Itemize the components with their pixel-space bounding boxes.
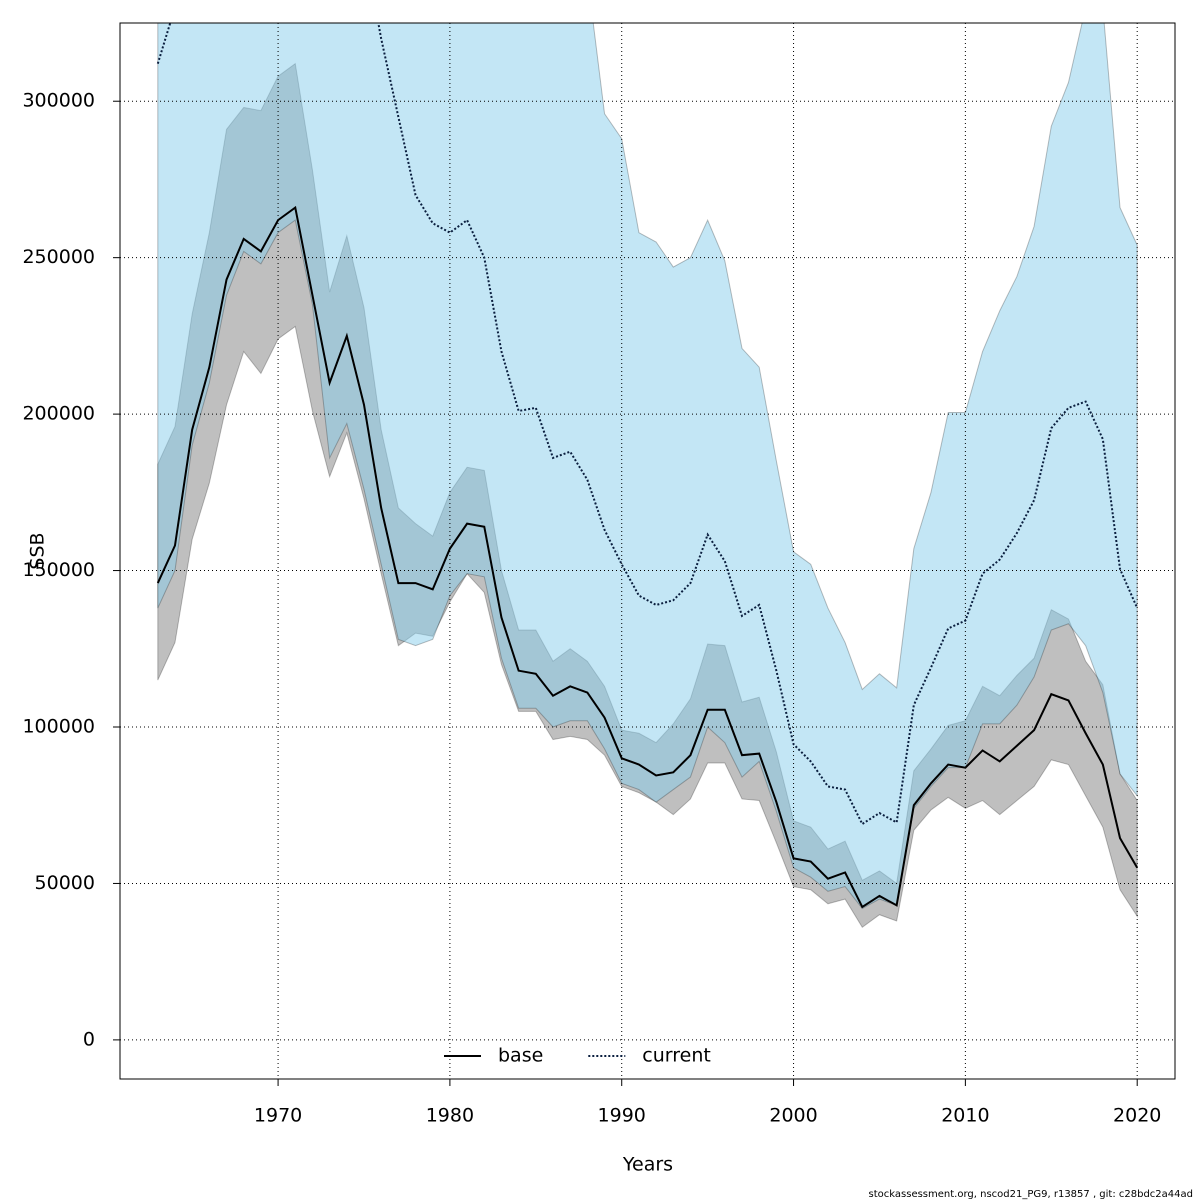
y-tick-label: 50000 xyxy=(35,872,95,894)
y-tick-label: 100000 xyxy=(22,716,95,738)
x-tick-label: 1980 xyxy=(426,1105,474,1127)
x-tick-label: 2010 xyxy=(941,1105,989,1127)
bands xyxy=(157,23,1138,928)
footnote: stockassessment.org, nscod21_PG9, r13857… xyxy=(869,1189,1193,1200)
lines xyxy=(156,23,1139,909)
x-tick-label: 1990 xyxy=(598,1105,646,1127)
axes: 0 50000 100000 150000 200000 250000 300000 1970… xyxy=(22,90,1161,1127)
x-tick-label: 1970 xyxy=(254,1105,302,1127)
y-tick-label: 200000 xyxy=(22,403,95,425)
y-tick-label: 250000 xyxy=(22,246,95,268)
x-tick-label: 2020 xyxy=(1113,1105,1161,1127)
plot-frame xyxy=(119,22,1176,1080)
y-tick-label: 300000 xyxy=(22,90,95,112)
legend-label: current xyxy=(642,1045,711,1067)
x-tick-label: 2000 xyxy=(769,1105,817,1127)
legend-label: base xyxy=(498,1045,543,1067)
y-axis-label: SSB xyxy=(27,532,49,569)
series-line xyxy=(156,23,1139,826)
series-line xyxy=(156,205,1139,909)
y-tick-label: 0 xyxy=(83,1028,95,1050)
y-tick-label: 150000 xyxy=(22,559,95,581)
grid xyxy=(120,23,1175,1079)
x-axis-label: Years xyxy=(622,1154,673,1176)
